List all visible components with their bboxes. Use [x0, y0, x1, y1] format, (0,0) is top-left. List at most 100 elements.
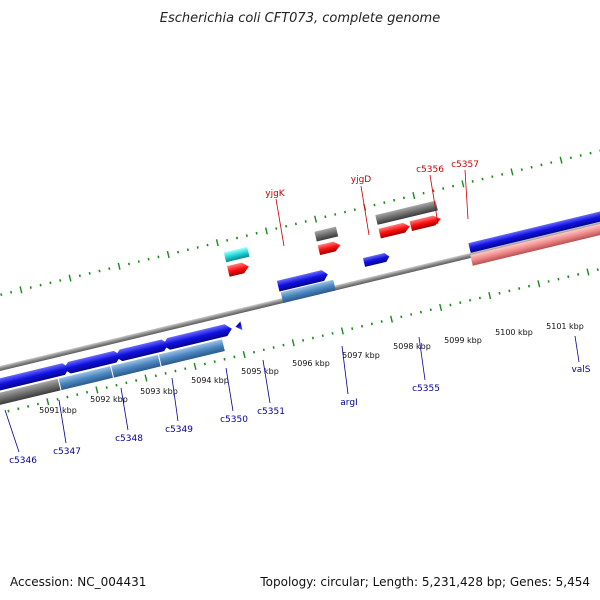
- gene-feature-cyan[interactable]: [223, 246, 250, 263]
- minor-tick: [557, 277, 560, 281]
- minor-tick: [304, 220, 307, 223]
- minor-tick: [235, 236, 239, 240]
- axis-label-5098: 5098 kbp: [393, 342, 431, 351]
- minor-tick: [577, 273, 580, 276]
- minor-tick: [501, 172, 504, 176]
- minor-tick: [272, 346, 275, 349]
- c5356-feature[interactable]: [378, 221, 411, 239]
- minor-tick: [78, 274, 81, 278]
- axis-label-5093: 5093 kbp: [140, 387, 178, 396]
- gene-feature-blue-1[interactable]: [276, 269, 329, 292]
- minor-tick: [184, 367, 187, 371]
- minor-tick: [547, 280, 550, 283]
- major-tick: [586, 268, 590, 276]
- major-tick: [390, 315, 394, 323]
- minor-tick: [589, 151, 592, 155]
- major-tick: [19, 286, 23, 294]
- minor-tick: [186, 248, 189, 252]
- gene-label-c5348[interactable]: c5348: [115, 434, 143, 444]
- c5357-feature[interactable]: [409, 214, 442, 231]
- c5350-feature[interactable]: [161, 323, 233, 351]
- yjgD-feature[interactable]: [317, 240, 342, 256]
- minor-tick: [520, 168, 523, 171]
- genome-band: [0, 149, 600, 418]
- minor-tick: [115, 383, 118, 387]
- minor-tick: [285, 224, 288, 228]
- gene-label-c5357[interactable]: c5357: [451, 160, 479, 170]
- c5351-feature[interactable]: [235, 321, 243, 332]
- major-tick: [144, 374, 148, 382]
- c5347-feature[interactable]: [0, 362, 71, 393]
- gene-label-c5349[interactable]: c5349: [165, 425, 193, 435]
- minor-tick: [530, 165, 533, 169]
- gene-label-c5351[interactable]: c5351: [257, 407, 285, 417]
- axis-label-5094: 5094 kbp: [191, 376, 229, 385]
- minor-tick: [498, 291, 501, 295]
- major-tick: [264, 227, 268, 235]
- minor-tick: [527, 284, 531, 288]
- yjgK-feature[interactable]: [227, 261, 250, 277]
- minor-tick: [105, 386, 108, 389]
- top-strand-features: [223, 200, 600, 292]
- axis-label-5099: 5099 kbp: [444, 336, 482, 345]
- major-tick: [46, 398, 50, 406]
- major-tick: [412, 191, 416, 200]
- minor-tick: [410, 313, 413, 316]
- minor-tick: [203, 362, 206, 366]
- major-tick: [242, 350, 246, 359]
- minor-tick: [262, 348, 265, 352]
- minor-tick: [108, 267, 111, 271]
- argI-feature[interactable]: [280, 279, 336, 303]
- minor-tick: [36, 402, 40, 406]
- minor-tick: [596, 268, 599, 272]
- minor-tick: [311, 336, 314, 340]
- gene-label-c5350[interactable]: c5350: [220, 415, 248, 425]
- gene-label-c5355[interactable]: c5355: [412, 384, 440, 394]
- minor-tick: [125, 381, 128, 385]
- axis-label-5091: 5091 kbp: [39, 406, 77, 415]
- c5356-pseudo-feature[interactable]: [375, 200, 438, 225]
- gene-label-yjgD[interactable]: yjgD: [351, 175, 372, 185]
- gray-pseudo-feature[interactable]: [0, 378, 61, 410]
- minor-tick: [429, 308, 432, 312]
- minor-tick: [302, 339, 305, 342]
- minor-tick: [508, 289, 511, 293]
- gene-feature-blue-2[interactable]: [362, 252, 390, 267]
- gene-label-c5347[interactable]: c5347: [53, 447, 81, 457]
- minor-tick: [27, 405, 30, 408]
- major-tick: [291, 339, 295, 347]
- minor-tick: [360, 324, 364, 328]
- topology-text: Topology: circular; Length: 5,231,428 bp…: [259, 575, 590, 589]
- major-tick: [340, 327, 344, 335]
- gene-label-c5356[interactable]: c5356: [416, 165, 444, 175]
- major-tick: [117, 262, 121, 270]
- steel-feature-3[interactable]: [158, 339, 225, 367]
- minor-tick: [49, 281, 52, 285]
- c5348-feature[interactable]: [62, 349, 122, 374]
- gene-label-c5346[interactable]: c5346: [9, 456, 37, 466]
- minor-tick: [324, 215, 327, 219]
- yjgD-pseudo-feature[interactable]: [314, 226, 339, 242]
- c5349-feature[interactable]: [114, 338, 170, 363]
- minor-tick: [154, 374, 157, 378]
- minor-tick: [402, 196, 405, 200]
- minor-tick: [380, 320, 383, 323]
- steel-feature-1[interactable]: [58, 366, 113, 391]
- minor-tick: [469, 298, 472, 302]
- valS-feature[interactable]: [470, 215, 600, 266]
- minor-tick: [56, 397, 59, 401]
- minor-tick: [334, 213, 337, 216]
- gene-label-yjgK[interactable]: yjgK: [265, 189, 286, 199]
- gene-label-valS[interactable]: valS: [571, 365, 590, 375]
- steel-feature-2[interactable]: [111, 354, 161, 378]
- minor-tick: [245, 234, 248, 237]
- minor-tick: [393, 198, 396, 202]
- valS-upper-feature[interactable]: [468, 202, 600, 253]
- minor-tick: [164, 372, 167, 375]
- minor-tick: [127, 262, 131, 266]
- gene-label-argI[interactable]: argI: [340, 398, 357, 408]
- minor-tick: [88, 272, 91, 275]
- minor-tick: [174, 369, 177, 373]
- minor-tick: [442, 187, 445, 190]
